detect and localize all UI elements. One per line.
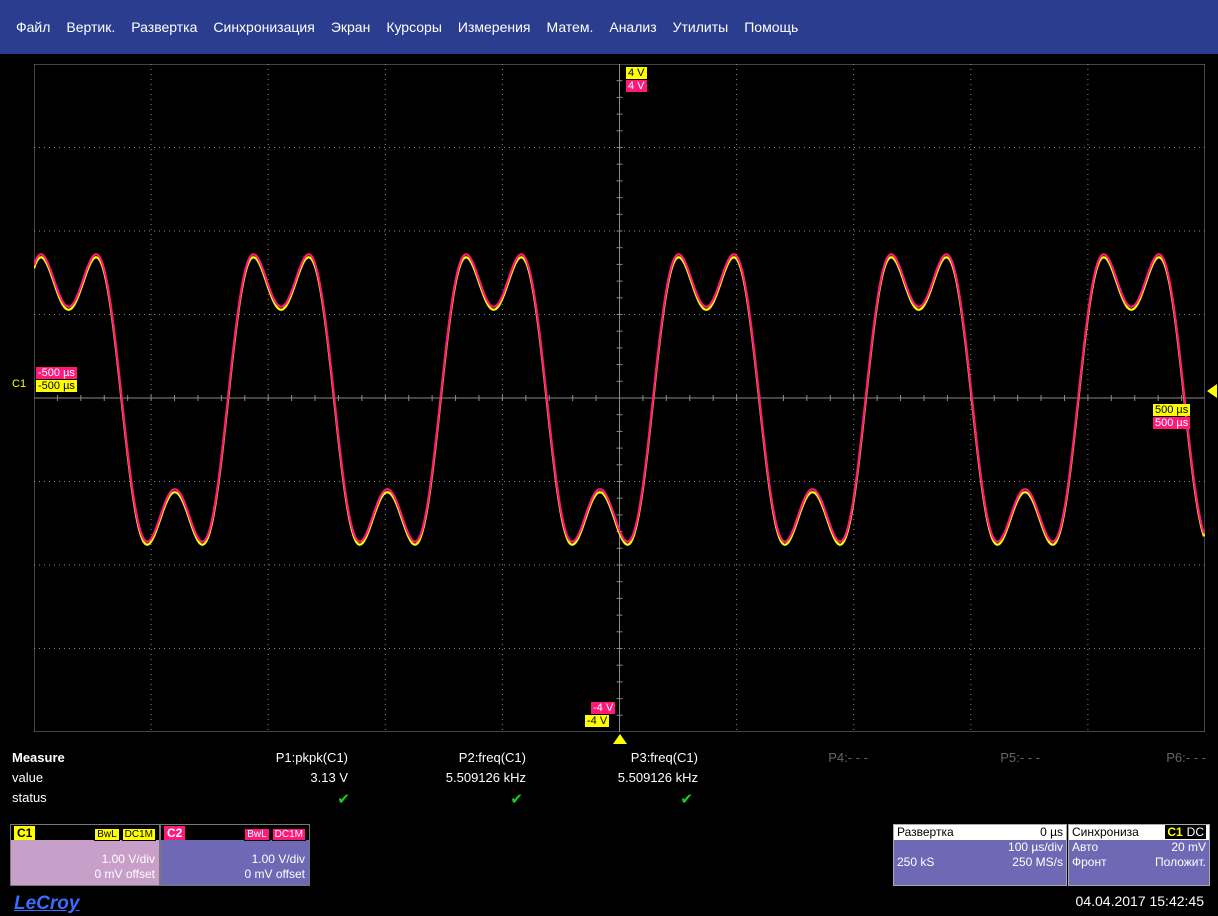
timebase-rate: 250 MS/s [1012,855,1063,869]
menu-item-7[interactable]: Матем. [546,19,594,35]
param-name-p2[interactable]: P2:freq(C1) [458,750,526,765]
timebase-samples: 250 kS [897,855,935,869]
channel-c2-descriptor[interactable]: C2 BwL DC1M 1.00 V/div 0 mV offset [160,824,310,886]
c1-coupling-tag: DC1M [121,827,156,841]
c1-ground-label: C1 [12,378,27,390]
trigger-level: 20 mV [1171,840,1206,854]
timebase-scale: 100 µs/div [1008,840,1063,854]
menu-item-0[interactable]: Файл [16,19,51,35]
menu-item-3[interactable]: Синхронизация [213,19,315,35]
param-name-p3[interactable]: P3:freq(C1) [630,750,698,765]
trigger-slope: Положит. [1155,855,1206,869]
c1-offset: 0 mV offset [94,867,155,881]
trigger-title: Синхрониза [1072,825,1139,839]
measure-title: Measure [12,750,65,765]
lecroy-logo: LeCroy [14,893,80,914]
param-name-p4[interactable]: P4:- - - [828,750,868,765]
measure-value-label: value [12,770,44,785]
c1-right-time-marker: 500 µs [1153,404,1191,416]
menu-item-2[interactable]: Развертка [131,19,198,35]
menu-item-9[interactable]: Утилиты [672,19,729,35]
param-value-p2: 5.509126 kHz [445,770,526,785]
param-name-p1[interactable]: P1:pkpk(C1) [275,750,348,765]
scope-graticule[interactable] [34,64,1205,732]
menu-bar: Файл Вертик. Развертка Синхронизация Экран Ку… [0,0,1218,54]
menu-item-4[interactable]: Экран [330,19,371,35]
check-icon: ✔ [680,791,693,808]
c2-offset: 0 mV offset [244,867,305,881]
c1-scale: 1.00 V/div [101,852,155,866]
trigger-coupling: DC [1184,825,1206,839]
check-icon: ✔ [337,791,350,808]
channel-c1-name: C1 [14,825,36,840]
param-name-p6[interactable]: P6:- - - [1166,750,1206,765]
channel-c2-name: C2 [164,825,186,840]
param-value-p1: 3.13 V [310,770,348,785]
trigger-source: C1 [1165,825,1185,839]
date-time: 04.04.2017 15:42:45 [1075,893,1204,909]
c2-waveform-trace [34,253,1205,543]
c1-bwl-tag: BwL [94,827,120,841]
check-icon: ✔ [510,791,523,808]
trigger-level-arrow-icon [1207,384,1217,398]
trigger-mode: Авто [1072,840,1099,854]
c1-top-level-marker: 4 V [626,67,647,79]
trigger-type: Фронт [1072,855,1107,869]
c1-bottom-level-marker: -4 V [585,715,610,727]
c2-top-level-marker: 4 V [626,80,647,92]
timebase-descriptor[interactable]: Развертка 0 µs 100 µs/div 250 kS 250 MS/s [893,824,1067,886]
c2-right-time-marker: 500 µs [1153,417,1191,429]
menu-item-1[interactable]: Вертик. [66,19,116,35]
menu-item-6[interactable]: Измерения [457,19,531,35]
timebase-delay: 0 µs [1040,825,1063,839]
trigger-position-arrow-icon [613,734,627,744]
measure-table: Measure P1:pkpk(C1) P2:freq(C1) P3:freq(… [0,744,1218,822]
waveform-display [34,64,1205,732]
measure-status-label: status [12,790,47,805]
c2-bwl-tag: BwL [244,827,270,841]
channel-c1-descriptor[interactable]: C1 BwL DC1M 1.00 V/div 0 mV offset [10,824,160,886]
timebase-title: Развертка [897,825,954,839]
c2-left-time-marker: -500 µs [36,367,77,379]
c1-left-time-marker: -500 µs [36,380,77,392]
c2-scale: 1.00 V/div [251,852,305,866]
c2-bottom-level-marker: -4 V [591,702,616,714]
trigger-descriptor[interactable]: Синхрониза C1 DC Авто 20 mV Фронт Положит. [1068,824,1210,886]
menu-item-8[interactable]: Анализ [609,19,657,35]
param-name-p5[interactable]: P5:- - - [1000,750,1040,765]
menu-item-10[interactable]: Помощь [744,19,799,35]
c2-coupling-tag: DC1M [271,827,306,841]
menu-item-5[interactable]: Курсоры [386,19,442,35]
param-value-p3: 5.509126 kHz [617,770,698,785]
